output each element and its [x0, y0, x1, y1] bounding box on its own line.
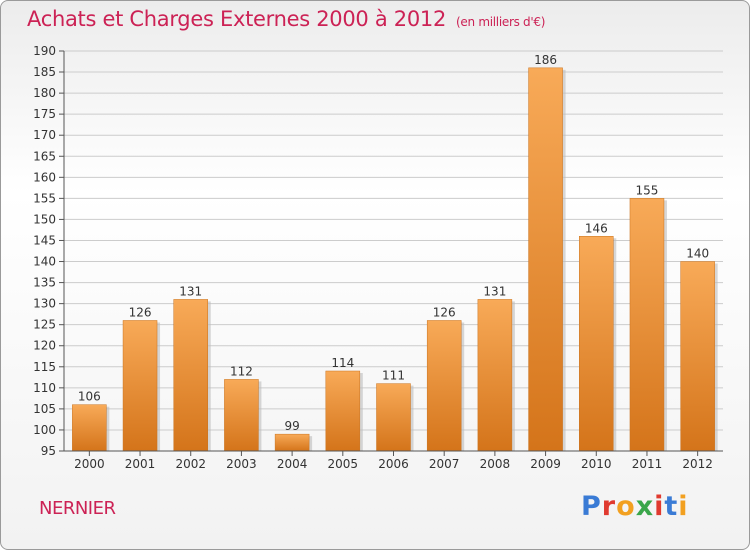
data-label: 112 [230, 364, 253, 378]
x-tick-label: 2001 [125, 457, 156, 471]
logo-letter: i [654, 491, 665, 522]
y-tick-label: 95 [41, 444, 56, 458]
x-tick-label: 2008 [480, 457, 511, 471]
y-tick-label: 170 [33, 128, 56, 142]
x-tick-label: 2007 [429, 457, 460, 471]
bar-2002 [173, 299, 208, 452]
bar-2011 [629, 198, 665, 452]
title-text: Achats et Charges Externes 2000 à 2012 [27, 7, 447, 31]
y-tick-label: 160 [33, 170, 56, 184]
y-tick-label: 180 [33, 86, 56, 100]
logo-letter: t [664, 491, 679, 522]
chart-title: Achats et Charges Externes 2000 à 2012 (e… [27, 7, 545, 31]
logo-letter: o [616, 491, 636, 522]
x-tick-labels: 2000 2001 2002 2003 2004 2005 2006 2007 2008 2009… [74, 457, 713, 471]
bar-2003 [224, 379, 259, 452]
data-label: 126 [433, 305, 456, 319]
x-tick-label: 2011 [632, 457, 663, 471]
y-tick-label: 115 [33, 360, 56, 374]
data-label: 140 [686, 247, 709, 261]
data-labels: 106 126 131 112 99 114 111 126 131 186 146 155 140 [78, 53, 709, 433]
bar-2004 [274, 433, 310, 452]
y-tick-label: 190 [33, 44, 56, 58]
data-label: 155 [636, 183, 659, 197]
bars [72, 67, 718, 452]
bar-2000 [72, 404, 107, 452]
y-tick-label: 175 [33, 107, 56, 121]
bar-2008 [477, 299, 513, 452]
commune-name: NERNIER [39, 498, 116, 519]
data-label: 99 [284, 419, 299, 433]
bar-2009 [528, 67, 563, 452]
data-label: 131 [179, 284, 202, 298]
data-label: 106 [78, 390, 101, 404]
y-tick-label: 105 [33, 402, 56, 416]
data-label: 111 [382, 369, 405, 383]
x-tick-label: 2012 [682, 457, 713, 471]
y-tick-label: 185 [33, 65, 56, 79]
y-tick-label: 140 [33, 255, 56, 269]
y-tick-label: 110 [33, 381, 56, 395]
data-label: 146 [585, 221, 608, 235]
y-tick-label: 100 [33, 423, 56, 437]
x-tick-label: 2000 [74, 457, 105, 471]
bar-2012 [680, 261, 715, 452]
x-tick-label: 2003 [226, 457, 257, 471]
x-tick-label: 2009 [530, 457, 561, 471]
data-label: 126 [129, 305, 152, 319]
bar-2006 [376, 383, 411, 452]
y-tick-label: 130 [33, 297, 56, 311]
y-tick-label: 145 [33, 233, 56, 247]
axes [63, 51, 723, 456]
bar-2001 [122, 320, 158, 452]
data-label: 114 [331, 356, 354, 370]
bar-2005 [325, 370, 361, 452]
proxiti-logo: Proxiti [581, 491, 689, 522]
unit-label: (en milliers d'€) [456, 15, 546, 29]
y-tick-label: 120 [33, 339, 56, 353]
x-tick-label: 2005 [328, 457, 359, 471]
data-label: 186 [534, 53, 557, 67]
x-tick-label: 2010 [581, 457, 612, 471]
y-tick-label: 135 [33, 276, 56, 290]
logo-letter: x [635, 491, 655, 522]
x-tick-label: 2006 [378, 457, 409, 471]
y-tick-label: 150 [33, 212, 56, 226]
logo-letter: i [678, 491, 689, 522]
y-tick-labels: 95 100 105 110 115 120 125 130 135 140 145 150 155 16… [33, 44, 56, 458]
y-tick-label: 155 [33, 191, 56, 205]
logo-letter: P [581, 491, 602, 522]
bar-2010 [579, 236, 614, 452]
bar-2007 [426, 320, 462, 452]
logo-letter: r [601, 491, 617, 522]
y-tick-label: 125 [33, 318, 56, 332]
x-tick-label: 2004 [277, 457, 308, 471]
y-tick-label: 165 [33, 149, 56, 163]
x-tick-label: 2002 [175, 457, 206, 471]
data-label: 131 [483, 284, 506, 298]
